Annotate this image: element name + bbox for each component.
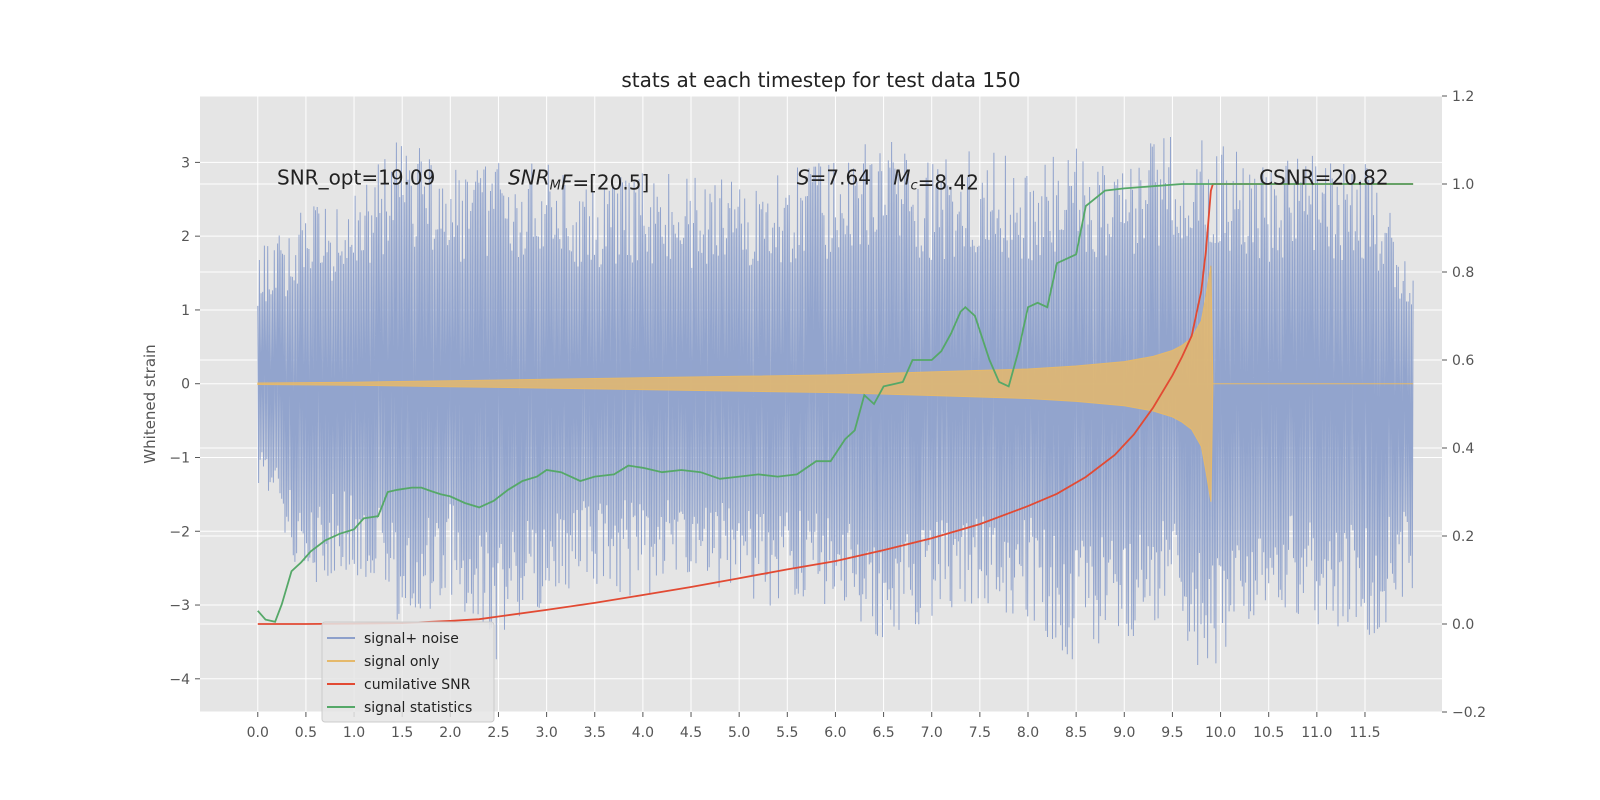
y2-tick-label: −0.2 [1452,705,1486,721]
y2-tick-label: 1.2 [1452,89,1474,105]
x-axis-ticks: 0.0 0.5 1.0 1.5 2.0 2.5 3.0 3.5 4.0 4.5 5.0 5.5 6.0 6… [247,712,1381,741]
x-tick-label: 9.0 [1113,725,1135,741]
x-tick-label: 2.0 [439,725,461,741]
annotation-text: Mc=8.42 [893,166,979,195]
y-tick-label: −4 [169,672,190,688]
legend-entry-label: signal+ noise [364,631,459,647]
y-tick-label: −1 [169,450,190,466]
x-tick-label: 11.0 [1301,725,1332,741]
x-tick-label: 3.0 [535,725,557,741]
x-tick-label: 6.5 [872,725,894,741]
x-tick-label: 8.5 [1065,725,1087,741]
annotation-text: SNR_opt=19.09 [277,166,435,190]
x-tick-label: 10.0 [1205,725,1236,741]
x-tick-label: 0.5 [295,725,317,741]
x-tick-label: 5.0 [728,725,750,741]
left-y-axis-ticks: −4 −3 −2 −1 0 1 2 3 [169,155,200,688]
y-tick-label: 1 [181,303,190,319]
legend-entry-label: cumilative SNR [364,677,471,693]
x-tick-label: 8.0 [1017,725,1039,741]
x-tick-label: 7.5 [969,725,991,741]
y2-tick-label: 0.2 [1452,529,1474,545]
y-tick-label: −3 [169,598,190,614]
annotation-text: CSNR=20.82 [1259,166,1389,190]
series-cumulative-snr-line [257,183,1414,625]
y-tick-label: −2 [169,524,190,540]
y2-tick-label: 0.6 [1452,353,1474,369]
x-tick-label: 1.5 [391,725,413,741]
y2-tick-label: 0.0 [1452,617,1474,633]
y2-tick-label: 1.0 [1452,177,1474,193]
legend-box [321,621,495,723]
annotation-text: SNRMF=[20.5] [508,166,649,195]
x-tick-label: 4.5 [680,725,702,741]
y-tick-label: 0 [181,377,190,393]
x-tick-label: 0.0 [247,725,269,741]
x-tick-label: 4.0 [632,725,654,741]
chart-title: stats at each timestep for test data 150 [621,68,1020,92]
chart-annotations: SNR_opt=19.09 SNRMF=[20.5] S=7.64 Mc=8.42 CS… [277,166,1389,195]
series-signal-only-area [257,265,1414,502]
legend-entry-label: signal statistics [364,700,472,716]
annotation-text: S=7.64 [797,166,871,190]
right-y-axis-ticks: −0.2 0.0 0.2 0.4 0.6 0.8 1.0 1.2 [1442,89,1486,721]
y-tick-label: 3 [181,155,190,171]
x-tick-label: 3.5 [584,725,606,741]
x-tick-label: 6.0 [824,725,846,741]
series-signal-plus-noise-line [257,136,1414,666]
x-tick-label: 2.5 [487,725,509,741]
x-tick-label: 7.0 [921,725,943,741]
y2-tick-label: 0.8 [1452,265,1474,281]
x-tick-label: 9.5 [1161,725,1183,741]
x-tick-label: 5.5 [776,725,798,741]
series-layer [257,136,1414,666]
x-tick-label: 10.5 [1253,725,1284,741]
x-tick-label: 1.0 [343,725,365,741]
series-signal-statistics-line [257,183,1414,623]
y2-tick-label: 0.4 [1452,441,1474,457]
y-axis-label: Whitened strain [141,344,159,463]
x-tick-label: 11.5 [1349,725,1380,741]
y-tick-label: 2 [181,229,190,245]
legend: signal+ noise signal only cumilative SNR si… [321,621,495,723]
legend-entry-label: signal only [364,654,439,670]
